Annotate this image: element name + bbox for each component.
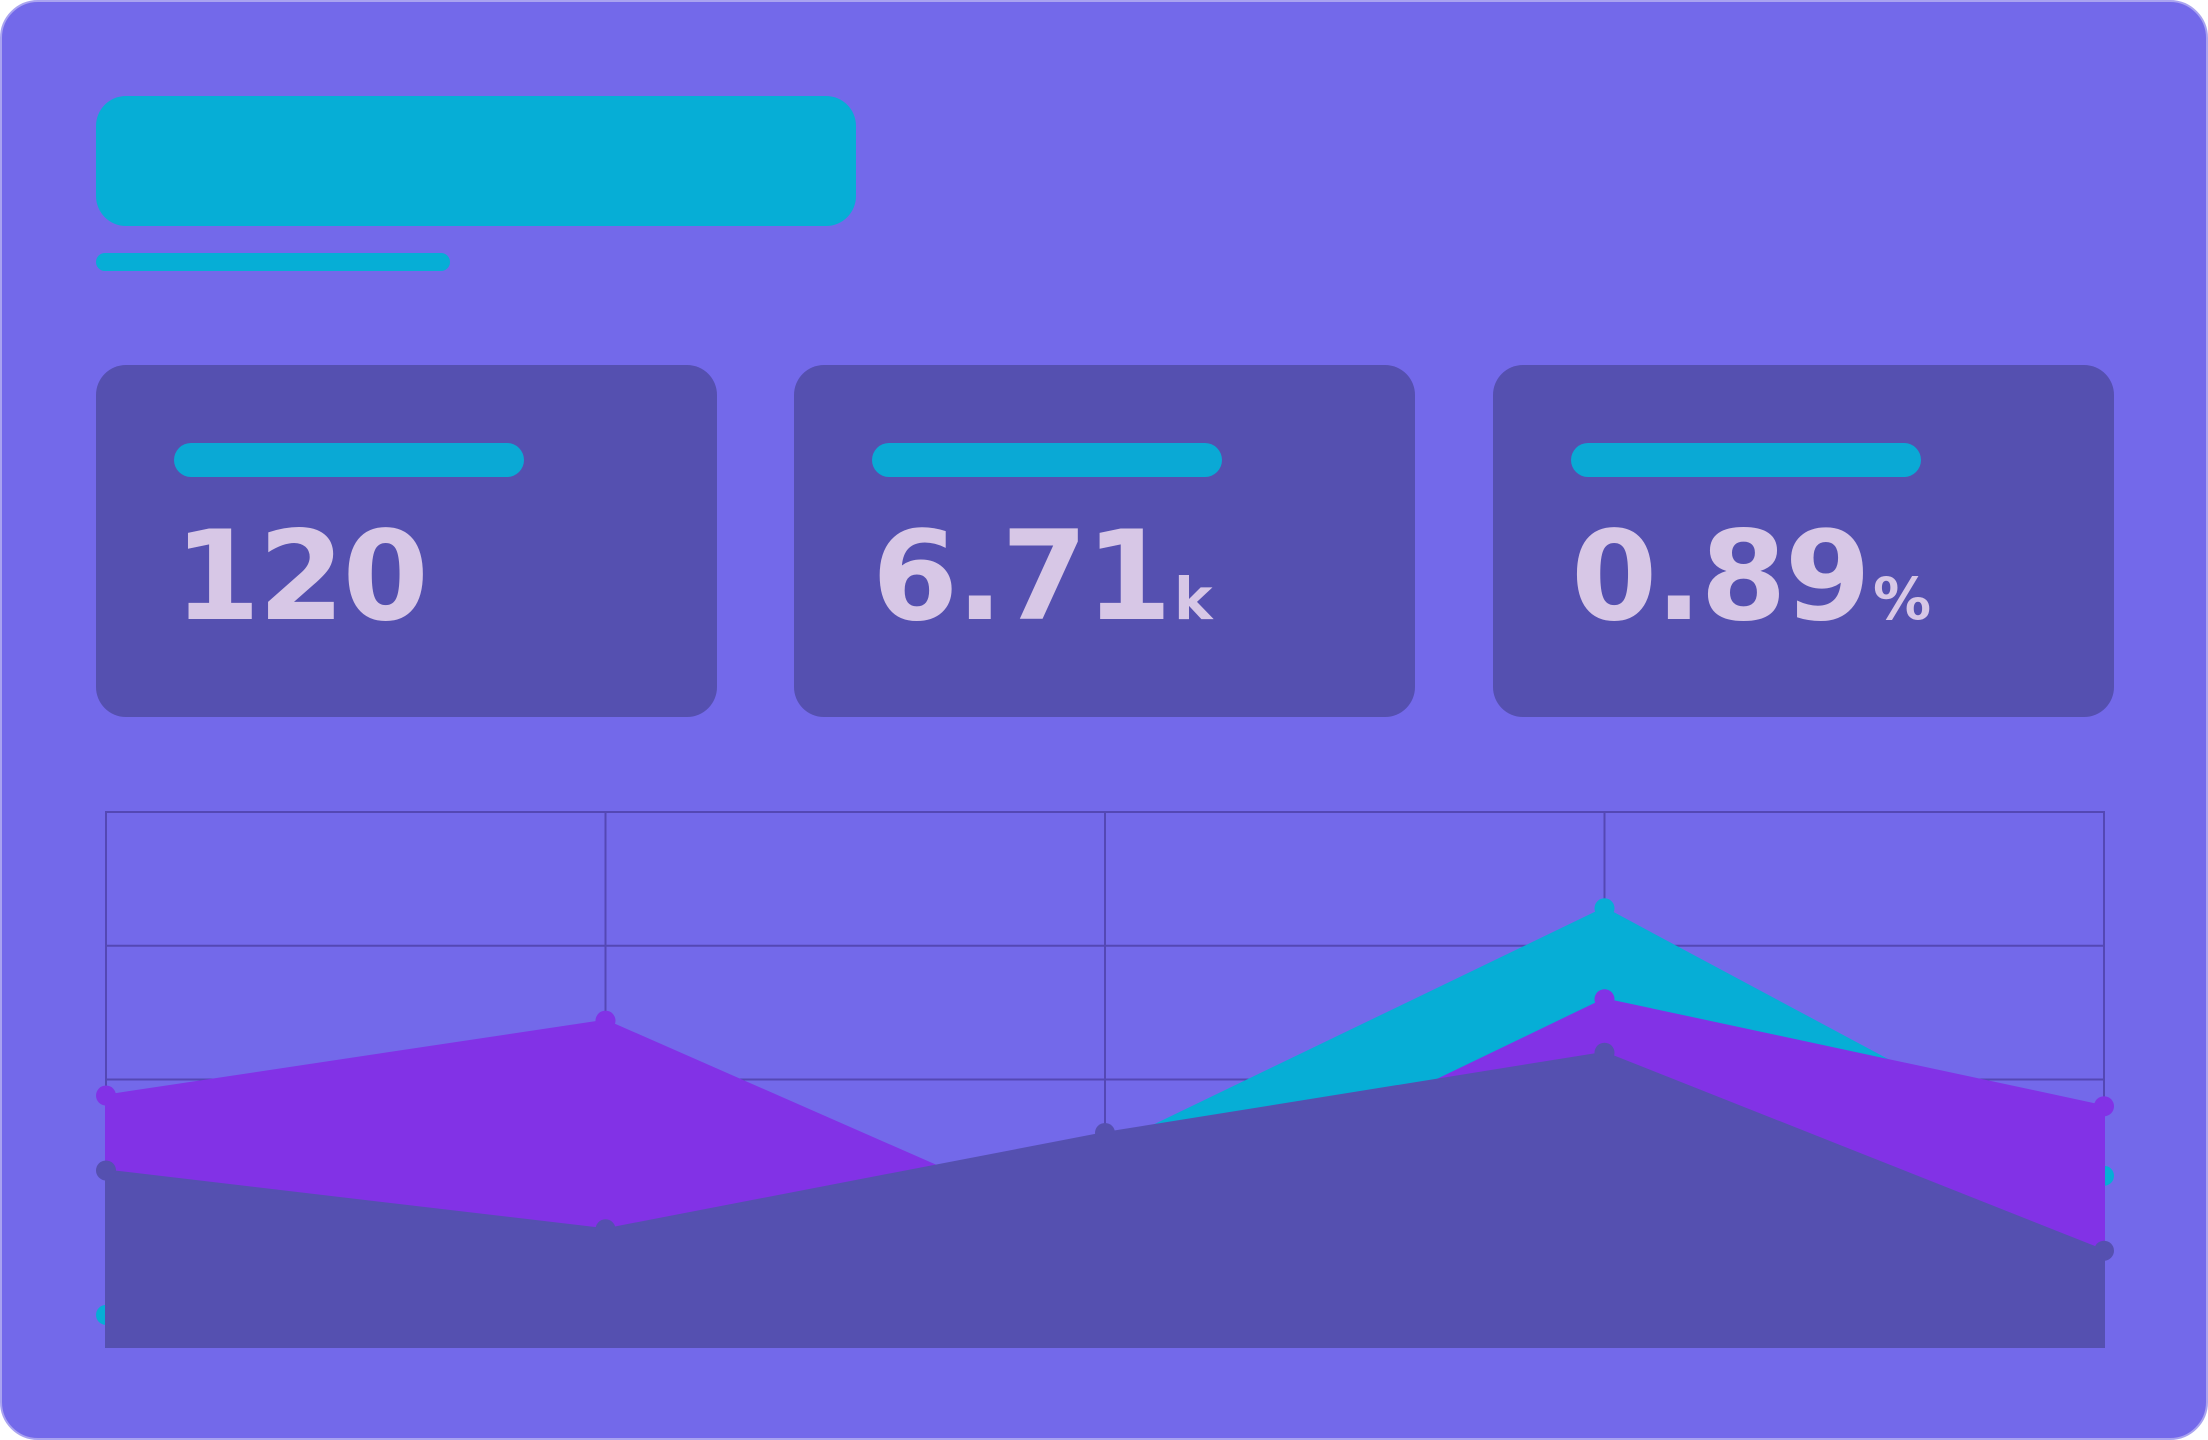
series-point-3	[1095, 1123, 1115, 1143]
series-point-2	[2094, 1096, 2114, 1117]
series-point-3	[1594, 1042, 1615, 1063]
stat-value: 120	[174, 515, 431, 639]
series-point-3	[96, 1160, 116, 1181]
series-point-1	[1594, 898, 1615, 919]
series-point-2	[1594, 989, 1615, 1010]
stat-number: 6.71	[872, 505, 1172, 649]
stat-label-placeholder	[872, 443, 1222, 477]
series-point-3	[595, 1219, 616, 1240]
stat-value: 0.89%	[1571, 515, 1931, 639]
series-area-3	[105, 1051, 2105, 1348]
stat-label-placeholder	[1571, 443, 1921, 477]
stat-card-3: 0.89%	[1493, 365, 2114, 717]
series-point-2	[96, 1085, 116, 1106]
stat-unit: k	[1173, 565, 1213, 633]
stat-value: 6.71k	[872, 515, 1213, 639]
series-point-3	[2094, 1240, 2114, 1261]
stat-unit: %	[1872, 565, 1932, 633]
stat-card-2: 6.71k	[794, 365, 1415, 717]
subtitle-placeholder-bar	[96, 253, 450, 271]
series-point-2	[595, 1010, 616, 1031]
stat-card-1: 120	[96, 365, 717, 717]
stat-number: 120	[174, 505, 429, 649]
title-placeholder-bar	[96, 96, 856, 226]
stat-label-placeholder	[174, 443, 524, 477]
stat-number: 0.89	[1571, 505, 1871, 649]
